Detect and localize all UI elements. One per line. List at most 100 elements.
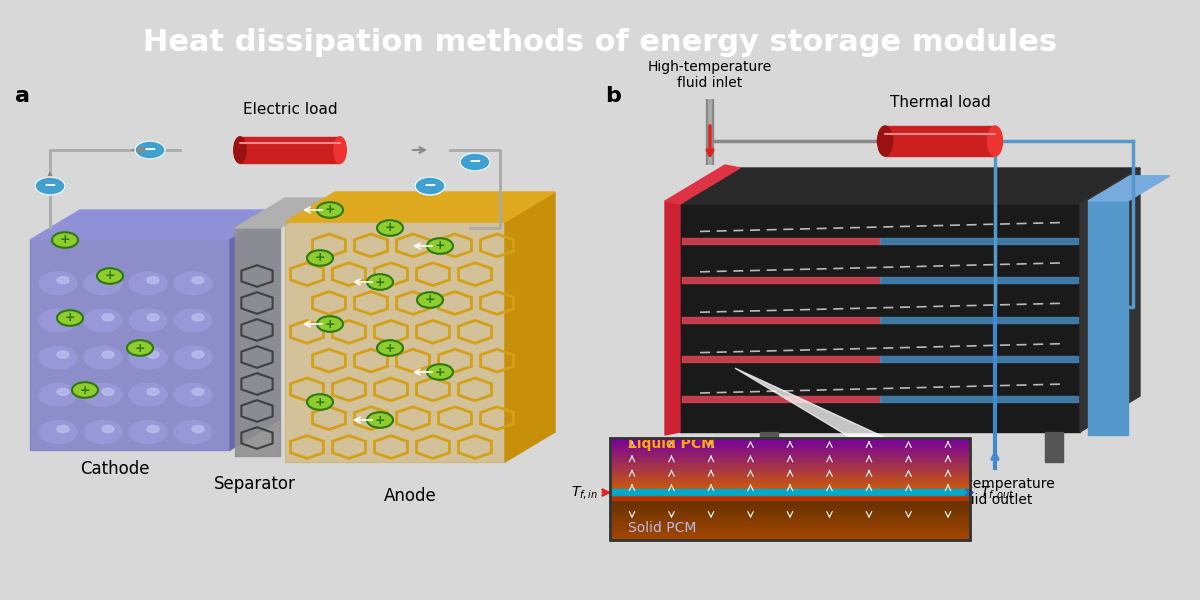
Text: Liquid PCM: Liquid PCM bbox=[628, 437, 715, 451]
Polygon shape bbox=[610, 523, 970, 525]
Polygon shape bbox=[230, 210, 280, 450]
Circle shape bbox=[58, 314, 70, 321]
Polygon shape bbox=[610, 535, 970, 536]
Polygon shape bbox=[880, 238, 1078, 244]
Polygon shape bbox=[665, 201, 680, 435]
Circle shape bbox=[40, 421, 77, 443]
Polygon shape bbox=[610, 508, 970, 510]
Polygon shape bbox=[610, 482, 970, 484]
Polygon shape bbox=[680, 168, 1140, 204]
Polygon shape bbox=[235, 198, 330, 228]
Circle shape bbox=[130, 421, 167, 443]
Circle shape bbox=[192, 351, 204, 358]
Polygon shape bbox=[880, 277, 1078, 283]
Text: −: − bbox=[469, 154, 481, 169]
Circle shape bbox=[84, 272, 122, 295]
Circle shape bbox=[307, 250, 334, 266]
Circle shape bbox=[58, 351, 70, 358]
Text: −: − bbox=[424, 178, 437, 193]
Text: −: − bbox=[43, 178, 56, 193]
Polygon shape bbox=[610, 500, 970, 502]
Text: +: + bbox=[79, 383, 90, 397]
Polygon shape bbox=[610, 536, 970, 538]
Polygon shape bbox=[284, 222, 505, 462]
Polygon shape bbox=[610, 529, 970, 530]
Text: High-temperature
fluid inlet: High-temperature fluid inlet bbox=[648, 60, 772, 90]
Polygon shape bbox=[682, 396, 880, 402]
Polygon shape bbox=[1045, 432, 1063, 462]
Polygon shape bbox=[610, 525, 970, 527]
Text: +: + bbox=[385, 221, 395, 235]
Circle shape bbox=[427, 364, 454, 380]
Circle shape bbox=[418, 292, 443, 308]
Text: +: + bbox=[104, 269, 115, 283]
Text: Anode: Anode bbox=[384, 487, 437, 505]
Polygon shape bbox=[610, 493, 970, 495]
Polygon shape bbox=[610, 475, 970, 478]
Polygon shape bbox=[610, 451, 970, 454]
Circle shape bbox=[40, 346, 77, 369]
Polygon shape bbox=[610, 488, 970, 491]
Ellipse shape bbox=[234, 137, 246, 163]
Circle shape bbox=[84, 346, 122, 369]
Text: +: + bbox=[434, 239, 445, 253]
Ellipse shape bbox=[988, 126, 1002, 156]
Text: Low-temperature
fluid outlet: Low-temperature fluid outlet bbox=[935, 477, 1055, 507]
Circle shape bbox=[148, 277, 158, 284]
Ellipse shape bbox=[877, 126, 893, 156]
Circle shape bbox=[174, 421, 212, 443]
Circle shape bbox=[192, 314, 204, 321]
Polygon shape bbox=[610, 484, 970, 487]
Polygon shape bbox=[610, 440, 970, 442]
Polygon shape bbox=[610, 520, 970, 521]
Polygon shape bbox=[610, 480, 970, 482]
Circle shape bbox=[192, 388, 204, 395]
Text: +: + bbox=[134, 341, 145, 355]
Polygon shape bbox=[1088, 176, 1170, 201]
Polygon shape bbox=[610, 496, 970, 500]
Polygon shape bbox=[610, 473, 970, 475]
Circle shape bbox=[84, 309, 122, 332]
Polygon shape bbox=[682, 277, 880, 283]
Circle shape bbox=[130, 309, 167, 332]
Polygon shape bbox=[610, 521, 970, 523]
Polygon shape bbox=[1088, 201, 1128, 435]
Circle shape bbox=[148, 425, 158, 433]
Polygon shape bbox=[610, 462, 970, 464]
Text: +: + bbox=[434, 365, 445, 379]
Polygon shape bbox=[610, 489, 970, 496]
Polygon shape bbox=[610, 514, 970, 515]
Polygon shape bbox=[610, 467, 970, 469]
Polygon shape bbox=[760, 432, 778, 462]
Circle shape bbox=[72, 382, 98, 398]
Circle shape bbox=[307, 394, 334, 410]
Circle shape bbox=[40, 383, 77, 406]
Polygon shape bbox=[610, 527, 970, 529]
Circle shape bbox=[102, 277, 114, 284]
Polygon shape bbox=[235, 228, 280, 456]
Polygon shape bbox=[610, 499, 970, 500]
Polygon shape bbox=[284, 192, 554, 222]
Polygon shape bbox=[610, 495, 970, 497]
Circle shape bbox=[377, 220, 403, 236]
Circle shape bbox=[148, 314, 158, 321]
Polygon shape bbox=[734, 368, 970, 509]
Polygon shape bbox=[30, 240, 230, 450]
Text: b: b bbox=[605, 86, 620, 106]
Circle shape bbox=[317, 316, 343, 332]
Text: Heat dissipation methods of energy storage modules: Heat dissipation methods of energy stora… bbox=[143, 28, 1057, 58]
Polygon shape bbox=[610, 515, 970, 517]
Polygon shape bbox=[610, 538, 970, 540]
Text: Solid PCM: Solid PCM bbox=[628, 521, 696, 535]
Circle shape bbox=[134, 141, 166, 159]
Polygon shape bbox=[682, 238, 880, 244]
Polygon shape bbox=[610, 532, 970, 535]
Text: $T_{f,in}$: $T_{f,in}$ bbox=[571, 484, 598, 501]
Polygon shape bbox=[610, 449, 970, 451]
Polygon shape bbox=[610, 506, 970, 508]
Polygon shape bbox=[610, 469, 970, 471]
Circle shape bbox=[58, 310, 83, 326]
Polygon shape bbox=[610, 442, 970, 445]
Circle shape bbox=[415, 177, 445, 195]
Polygon shape bbox=[682, 356, 880, 362]
